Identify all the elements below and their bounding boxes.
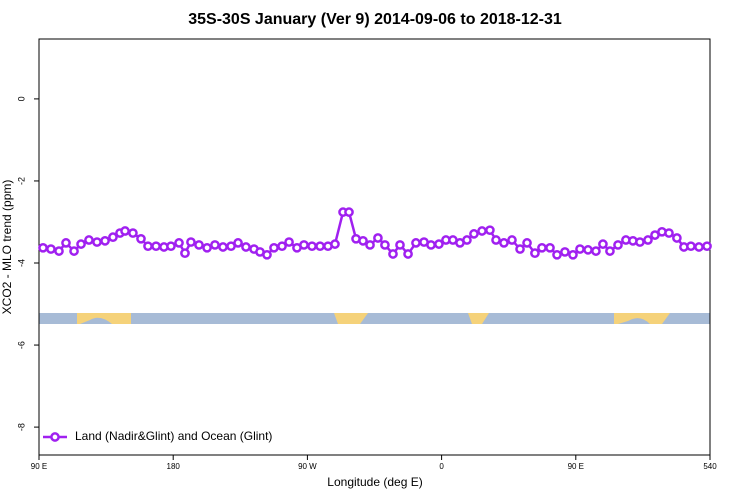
data-point [92,237,102,247]
data-point [315,241,325,252]
data-point [76,239,86,249]
data-point [307,241,317,252]
data-point [664,228,674,238]
data-point [491,235,501,245]
data-point [277,241,287,252]
x-tick-label: 540 [703,462,717,471]
data-point [241,242,251,252]
data-point [108,232,118,243]
data-point [507,235,517,245]
data-point [269,242,279,253]
data-point [411,238,421,248]
legend-label: Land (Nadir&Glint) and Ocean (Glint) [75,429,272,443]
y-tick-label: -8 [16,423,26,431]
data-point [61,238,71,248]
data-point [69,246,79,256]
data-point [120,226,130,236]
data-point [545,242,555,253]
y-tick-label: -6 [16,341,26,349]
data-point [151,241,161,252]
data-point [530,248,540,259]
data-point [284,237,294,247]
data-point [686,241,696,252]
data-point [100,235,110,246]
y-tick-label: -2 [16,177,26,185]
data-point [218,242,228,252]
y-tick-label: 0 [16,96,26,101]
data-point [46,244,56,254]
data-point [186,237,196,247]
data-point [499,238,509,248]
chart-title: 35S-30S January (Ver 9) 2014-09-06 to 20… [188,11,562,28]
data-point [469,229,479,239]
x-tick-label: 180 [167,462,181,471]
x-tick-label: 90 E [568,462,584,471]
data-point [180,248,190,259]
data-point [233,238,243,248]
data-point [262,249,272,260]
data-point [388,249,398,259]
data-point [136,233,146,244]
data-point [635,237,645,247]
data-point [143,241,153,252]
data-point [344,207,354,217]
data-point [54,246,64,256]
x-tick-label: 90 E [31,462,47,471]
data-point [299,240,309,250]
data-point [403,249,413,259]
data-point [434,239,444,249]
y-axis-label: XCO2 - MLO trend (ppm) [0,180,14,315]
data-point [426,240,436,250]
data-point [128,228,138,238]
data-point [202,242,212,253]
data-point [365,240,375,250]
data-point [575,244,585,254]
surface-strip [39,313,710,324]
data-point [515,244,525,254]
data-point [537,242,547,253]
data-point [605,246,615,256]
data-point [210,240,220,250]
x-axis-label: Longitude (deg E) [327,475,422,489]
data-point [194,240,204,250]
legend-marker [50,432,60,442]
data-point [358,235,368,246]
data-point [395,240,405,250]
data-point [583,245,593,255]
data-point [613,240,623,250]
data-point [643,235,653,245]
data-point [694,242,704,252]
data-point [522,238,532,248]
data-point [330,239,340,249]
data-point [598,239,608,249]
data-point [485,225,495,236]
data-point [477,226,487,236]
x-tick-label: 0 [439,462,444,471]
data-point [462,235,472,245]
data-point [380,240,390,250]
x-tick-label: 90 W [298,462,317,471]
data-point [702,241,712,252]
data-point [38,242,48,253]
data-point [174,238,184,248]
data-point [373,233,383,243]
data-point [672,233,682,243]
data-point [552,249,562,260]
data-point [568,249,578,260]
data-point [166,241,176,252]
data-point [84,235,94,245]
data-point [591,246,601,256]
y-tick-label: -4 [16,259,26,267]
data-point [560,247,570,257]
